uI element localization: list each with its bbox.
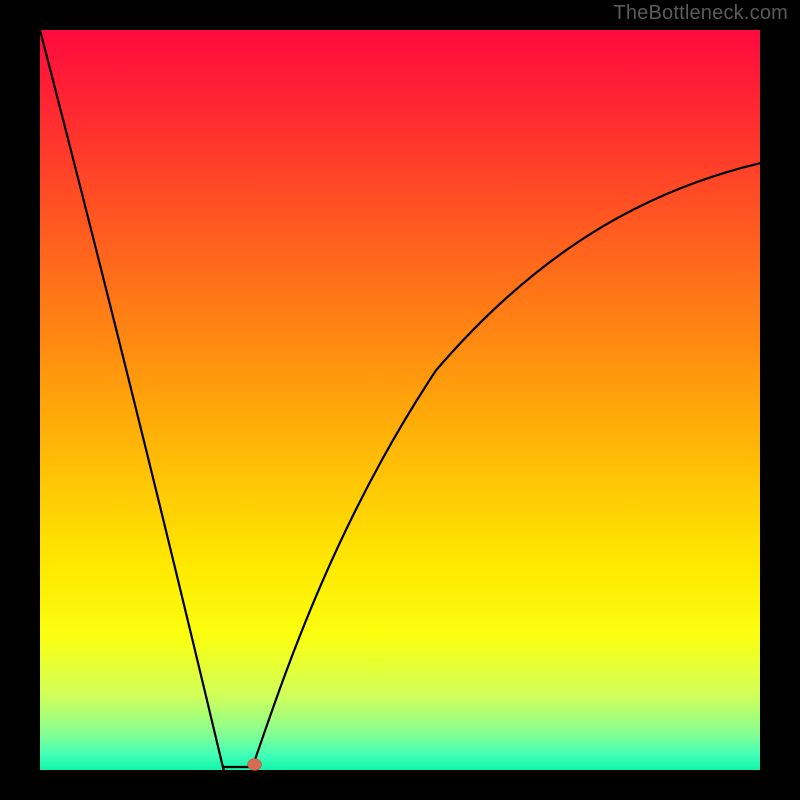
plot-background [40, 30, 760, 770]
watermark-label: TheBottleneck.com [613, 2, 788, 25]
chart-container: TheBottleneck.com [0, 0, 800, 800]
bottleneck-chart-svg [0, 0, 800, 800]
current-position-marker [248, 759, 262, 771]
